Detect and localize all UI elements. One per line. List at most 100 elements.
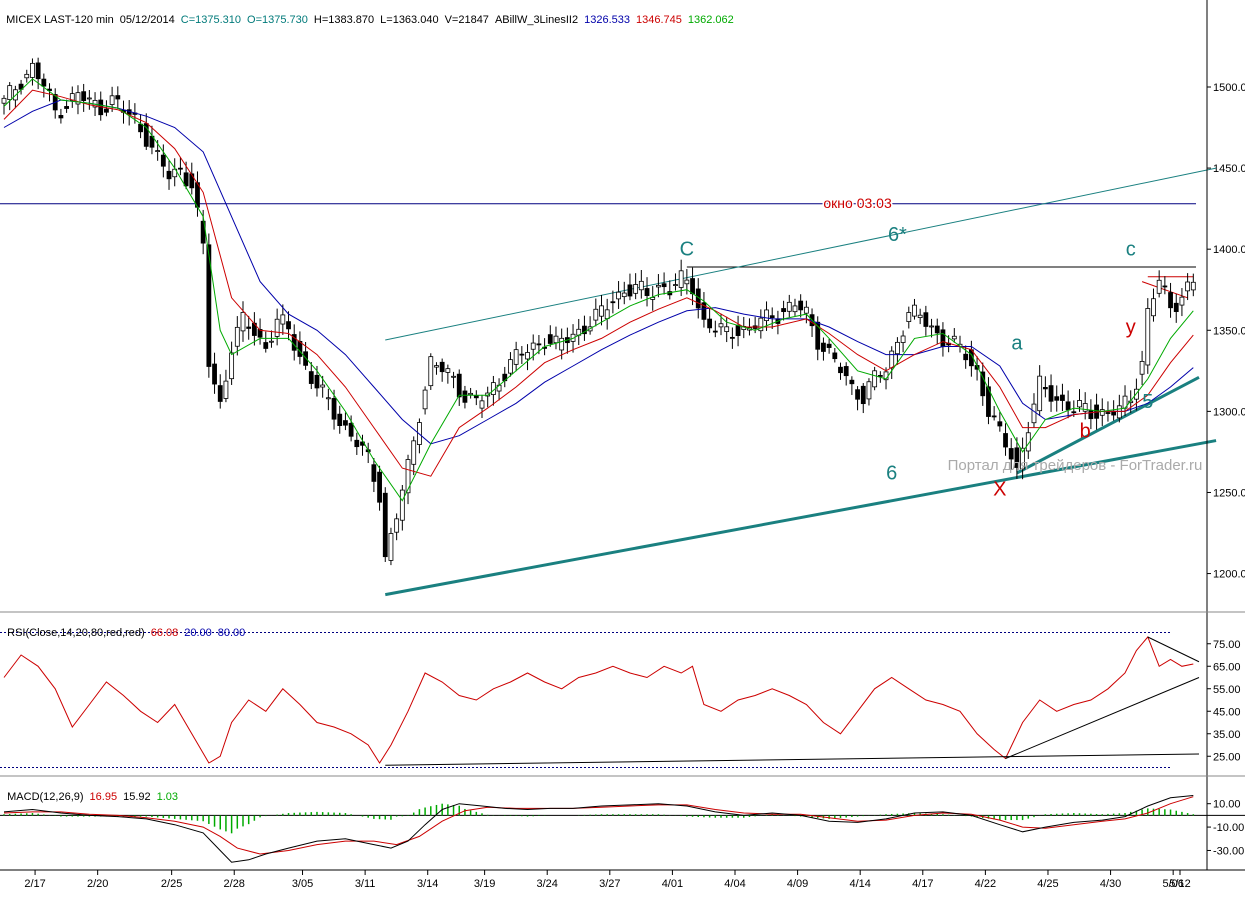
candle-body	[280, 314, 286, 325]
date-tick-label: 4/22	[975, 878, 996, 890]
candle-body	[1168, 292, 1173, 309]
date-tick-label: 4/30	[1100, 878, 1121, 890]
rsi-tick-label: 55.00	[1213, 684, 1241, 696]
date-tick-label: 3/14	[417, 878, 438, 890]
date-tick-label: 5/12	[1169, 878, 1190, 890]
price-tick-label: 1350.0	[1213, 325, 1245, 337]
candle-body	[314, 374, 320, 389]
candle-body	[980, 371, 986, 397]
candle-body	[832, 352, 838, 360]
candle-body	[1162, 285, 1168, 288]
rsi-trend-line	[1005, 677, 1200, 759]
price-tick-label: 1450.0	[1213, 163, 1245, 175]
candle-body	[286, 321, 291, 330]
candle-body	[30, 62, 35, 78]
candle-body	[923, 312, 929, 327]
price-tick-label: 1250.0	[1213, 487, 1245, 499]
rsi-tick-label: 35.00	[1213, 729, 1241, 741]
macd-signal-value: 15.92	[123, 791, 151, 803]
macd-hist-value: 1.03	[156, 791, 179, 803]
date-tick-label: 4/14	[849, 878, 870, 890]
candle-body	[1003, 433, 1008, 448]
candle-body	[422, 389, 428, 410]
date-label: 05/12/2014	[119, 14, 175, 26]
candle-body	[769, 315, 775, 319]
candle-body	[81, 91, 87, 101]
candle-body	[160, 154, 166, 167]
candle-body	[712, 330, 718, 333]
macd-value: 16.95	[89, 791, 118, 803]
wave-label: a	[1011, 333, 1023, 355]
wave-label: c	[1126, 239, 1136, 261]
close-value: C=1375.310	[180, 14, 242, 26]
candle-body	[519, 353, 525, 356]
candle-body	[610, 301, 616, 304]
candle-body	[485, 392, 491, 397]
trendline-6-star	[385, 167, 1217, 341]
candle-body	[223, 380, 229, 399]
wave-label: 5	[1142, 391, 1153, 413]
candle-body	[382, 492, 388, 558]
candle-body	[633, 284, 639, 294]
candle-body	[1020, 447, 1025, 470]
candle-body	[934, 325, 940, 334]
candle-body	[189, 173, 195, 189]
ma-fast-line	[3, 78, 1194, 502]
candle-body	[553, 335, 559, 344]
date-tick-label: 4/04	[724, 878, 745, 890]
candle-body	[411, 440, 417, 465]
candle-body	[462, 390, 468, 403]
candle-body	[951, 335, 957, 340]
candle-body	[656, 284, 661, 288]
candle-body	[377, 471, 382, 503]
candle-body	[246, 326, 252, 329]
candle-body	[650, 297, 656, 300]
wave-label: C	[680, 239, 694, 261]
ma-mid-line	[3, 89, 1194, 477]
date-tick-label: 4/25	[1037, 878, 1058, 890]
price-tick-label: 1200.0	[1213, 569, 1245, 581]
candle-body	[684, 279, 690, 285]
candle-body	[1071, 411, 1077, 414]
candle-body	[616, 291, 621, 300]
candle-body	[405, 459, 411, 494]
candle-body	[399, 489, 405, 521]
candle-body	[621, 292, 627, 298]
candle-body	[917, 314, 923, 319]
trendline-5	[1016, 375, 1200, 475]
candle-body	[604, 309, 610, 320]
candle-body	[354, 439, 360, 448]
candle-body	[843, 366, 849, 377]
candle-body	[343, 420, 348, 426]
candle-body	[183, 172, 189, 187]
candle-body	[240, 312, 246, 332]
candle-body	[274, 318, 280, 337]
candle-body	[1105, 412, 1111, 414]
candle-body	[1077, 400, 1082, 408]
ma2-value: 1346.745	[635, 14, 682, 26]
candle-body	[479, 400, 485, 409]
candle-body	[593, 308, 599, 321]
indicator-name: ABillW_3LinesII2	[494, 14, 579, 26]
candle-body	[269, 340, 274, 343]
candle-body	[308, 371, 314, 384]
candle-body	[599, 305, 604, 317]
macd-panel: 10.00 -10.00 -30.00	[0, 795, 1245, 863]
candle-body	[109, 95, 115, 105]
date-tick-label: 3/11	[355, 878, 376, 890]
date-tick-label: 2/25	[161, 878, 182, 890]
candle-body	[320, 384, 326, 388]
candle-body	[889, 350, 895, 369]
candle-body	[1139, 361, 1145, 375]
price-panel: 1500.0 1450.0 1400.0 1350.0 1300.0 1250.0 1200…	[0, 57, 1245, 597]
candle-body	[468, 392, 474, 396]
wave-label: 6*	[888, 224, 907, 246]
date-tick-label: 5/06	[1162, 878, 1183, 890]
candle-body	[35, 62, 41, 80]
candle-body	[1025, 432, 1031, 452]
candle-body	[986, 386, 991, 417]
rsi-tick-label: 25.00	[1213, 751, 1241, 763]
date-tick-label: 2/28	[224, 878, 245, 890]
candle-body	[673, 284, 678, 286]
candle-body	[1, 97, 7, 104]
